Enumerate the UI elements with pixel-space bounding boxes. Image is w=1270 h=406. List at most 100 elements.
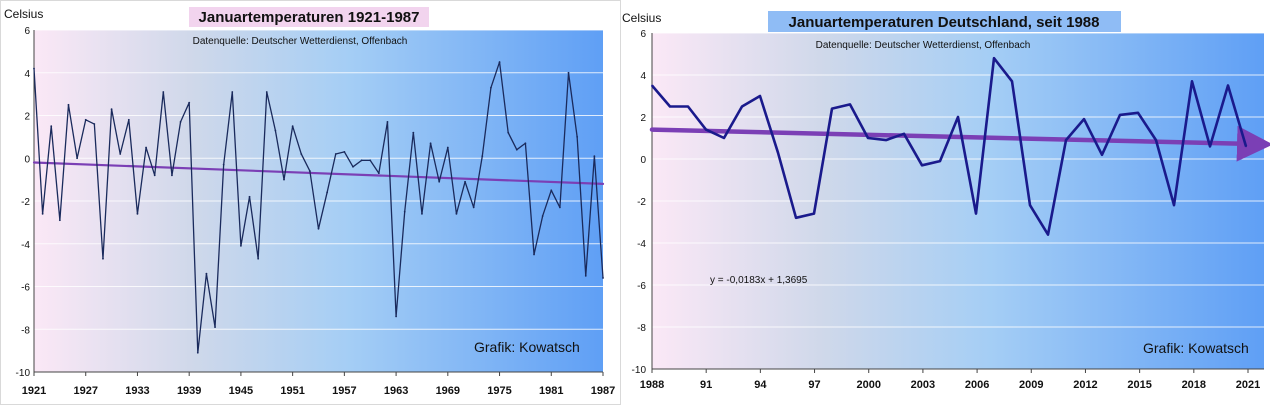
x-tick-label: 2006 xyxy=(965,379,989,391)
data-point xyxy=(490,86,492,89)
y-tick-label: -8 xyxy=(21,325,30,336)
x-tick-label: 2015 xyxy=(1127,379,1151,391)
x-tick-label: 2000 xyxy=(856,379,880,391)
data-point xyxy=(759,95,761,97)
data-point xyxy=(222,163,225,166)
data-point xyxy=(438,180,441,183)
data-point xyxy=(602,277,604,279)
data-point xyxy=(1209,145,1211,148)
data-point xyxy=(669,105,671,108)
x-tick-label: 1951 xyxy=(280,385,304,397)
data-point xyxy=(472,206,475,209)
data-point xyxy=(1065,139,1067,142)
chart-2-source: Datenquelle: Deutscher Wetterdienst, Off… xyxy=(816,40,1031,51)
x-tick-label: 91 xyxy=(700,379,712,391)
data-point xyxy=(283,178,285,181)
data-point xyxy=(179,121,182,123)
x-tick-label: 1933 xyxy=(125,385,149,397)
y-tick-label: 2 xyxy=(24,112,30,123)
data-point xyxy=(403,210,406,213)
data-point xyxy=(326,191,329,194)
data-point xyxy=(651,84,653,87)
data-point xyxy=(1011,80,1013,83)
data-point xyxy=(515,148,518,151)
data-point xyxy=(33,67,35,70)
x-tick-label: 1939 xyxy=(177,385,201,397)
data-point xyxy=(84,118,87,121)
data-point xyxy=(1173,204,1175,207)
data-point xyxy=(558,206,561,209)
data-point xyxy=(377,172,380,175)
y-tick-label: -2 xyxy=(21,197,30,208)
x-tick-label: 2018 xyxy=(1182,379,1206,391)
data-point xyxy=(240,244,242,247)
data-point xyxy=(1191,80,1193,83)
x-tick-label: 1957 xyxy=(332,385,356,397)
data-point xyxy=(360,159,363,162)
data-point xyxy=(481,155,484,158)
chart-1921-1987: 6 4 2 0 -2 -4 -6 -8 -10 1921 1927 1933 1939 1945 1951… xyxy=(0,0,621,405)
y-tick-label: -2 xyxy=(637,197,646,208)
x-tick-label: 1963 xyxy=(384,385,408,397)
chart-1-title-bg xyxy=(189,7,429,27)
data-point xyxy=(274,129,277,132)
data-point xyxy=(705,128,707,131)
y-tick-label: -10 xyxy=(632,365,647,376)
data-point xyxy=(300,153,303,155)
data-point xyxy=(257,257,260,260)
data-point xyxy=(795,216,797,219)
data-point xyxy=(41,212,44,215)
data-point xyxy=(524,142,527,145)
x-tick-label: 97 xyxy=(808,379,820,391)
x-tick-label: 1975 xyxy=(487,385,511,397)
chart-2-title: Januartemperaturen Deutschland, seit 198… xyxy=(789,14,1100,31)
data-point xyxy=(171,174,173,177)
y-tick-label: 6 xyxy=(640,29,646,40)
x-tick-label: 1945 xyxy=(229,385,253,397)
data-point xyxy=(205,272,208,275)
data-point xyxy=(849,103,851,106)
data-point xyxy=(343,150,346,153)
x-tick-label: 2003 xyxy=(911,379,935,391)
chart-1-y-unit: Celsius xyxy=(4,7,43,21)
data-point xyxy=(507,131,510,134)
data-point xyxy=(813,212,815,215)
y-tick-label: -4 xyxy=(21,240,30,251)
data-point xyxy=(687,105,689,108)
y-tick-label: -4 xyxy=(637,239,646,250)
x-tick-label: 2012 xyxy=(1073,379,1097,391)
data-point xyxy=(127,118,130,121)
data-point xyxy=(867,137,869,139)
data-point xyxy=(1119,114,1121,116)
data-point xyxy=(352,165,354,168)
x-tick-label: 2009 xyxy=(1019,379,1043,391)
chart-1-credit: Grafik: Kowatsch xyxy=(474,339,580,355)
data-point xyxy=(421,212,423,215)
data-point xyxy=(831,107,833,110)
y-tick-label: 2 xyxy=(640,113,646,124)
chart-since-1988: 6 4 2 0 -2 -4 -6 -8 -10 1988 91 94 97 2000 2003 2006 20… xyxy=(621,0,1270,405)
data-point xyxy=(136,212,139,215)
chart-2-equation: y = -0,0183x + 1,3695 xyxy=(710,275,808,286)
y-tick-label: 4 xyxy=(640,71,646,82)
data-point xyxy=(214,326,216,329)
chart-1-title: Januartemperaturen 1921-1987 xyxy=(199,9,420,26)
data-point xyxy=(993,57,995,60)
chart-1-source: Datenquelle: Deutscher Wetterdienst, Off… xyxy=(193,36,408,47)
y-tick-label: 0 xyxy=(24,154,30,165)
data-point xyxy=(317,227,320,230)
x-tick-label: 1987 xyxy=(591,385,615,397)
y-tick-label: 0 xyxy=(640,155,646,166)
data-point xyxy=(1083,118,1085,120)
data-point xyxy=(777,151,779,154)
series-line-1 xyxy=(651,56,1248,236)
data-point xyxy=(1101,153,1103,156)
chart-2-y-unit: Celsius xyxy=(622,11,661,25)
data-point xyxy=(567,71,570,74)
data-point xyxy=(58,219,61,222)
data-point xyxy=(741,105,743,108)
data-point xyxy=(1029,204,1031,207)
data-point xyxy=(67,103,70,106)
x-tick-label: 94 xyxy=(754,379,767,391)
